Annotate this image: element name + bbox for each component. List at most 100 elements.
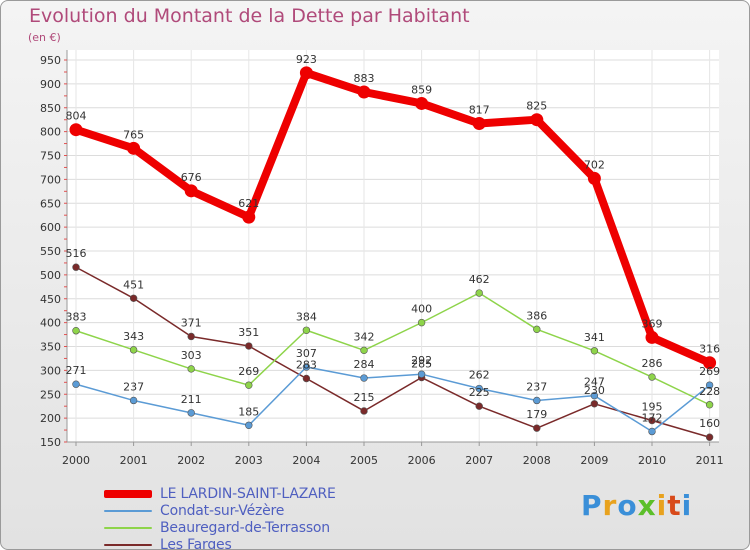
y-tick-label: 700 — [40, 173, 61, 186]
data-label: 303 — [181, 349, 202, 362]
data-point — [299, 66, 313, 80]
data-label: 342 — [354, 330, 375, 343]
data-point — [417, 318, 426, 327]
data-point — [703, 356, 717, 370]
data-point — [475, 384, 483, 393]
y-tick-label: 200 — [40, 412, 61, 425]
legend-item: Condat-sur-Vézère — [104, 502, 336, 519]
legend-label: LE LARDIN-SAINT-LAZARE — [160, 485, 336, 502]
data-label: 765 — [123, 128, 144, 141]
legend-swatch — [104, 526, 152, 529]
data-label: 284 — [354, 358, 375, 371]
data-point — [590, 391, 599, 400]
data-label: 228 — [699, 385, 720, 398]
data-point — [417, 370, 426, 378]
data-point — [415, 96, 429, 110]
data-point — [533, 325, 541, 334]
series-line — [72, 68, 714, 367]
data-label: 225 — [469, 386, 490, 399]
data-label: 285 — [411, 358, 432, 371]
data-point — [475, 402, 483, 410]
data-label: 341 — [584, 331, 605, 344]
x-tick-label: 2003 — [235, 454, 263, 467]
line-chart: 150 200 250 300 350 400 450 500 550 600 650 700 750 8… — [40, 50, 724, 467]
data-label: 383 — [66, 311, 87, 324]
data-point — [302, 374, 311, 383]
data-label: 451 — [123, 278, 144, 291]
data-point — [533, 396, 541, 405]
x-tick-label: 2008 — [523, 454, 551, 467]
data-label: 859 — [411, 83, 432, 96]
logo-letter: P — [581, 489, 603, 522]
data-point — [72, 263, 80, 271]
data-point — [129, 346, 138, 354]
data-label: 237 — [526, 380, 547, 393]
x-tick-label: 2010 — [638, 454, 666, 467]
data-label: 923 — [296, 53, 317, 66]
logo-letter: r — [602, 489, 618, 522]
data-point — [69, 123, 83, 137]
data-point — [187, 365, 195, 373]
legend-item: Beauregard-de-Terrasson — [104, 519, 336, 536]
data-label: 179 — [526, 408, 547, 421]
data-label: 195 — [642, 401, 663, 414]
x-tick-label: 2011 — [696, 454, 724, 467]
data-point — [472, 117, 486, 131]
data-point — [242, 210, 256, 224]
series-line — [75, 292, 711, 406]
data-point — [184, 184, 198, 198]
data-point — [302, 363, 311, 371]
data-point — [648, 427, 656, 436]
data-label: 371 — [181, 316, 202, 329]
data-point — [127, 141, 141, 155]
data-label: 516 — [66, 247, 87, 260]
chart-title: Evolution du Montant de la Dette par Hab… — [29, 5, 470, 27]
legend-swatch — [104, 509, 152, 512]
data-label: 292 — [411, 354, 432, 367]
y-tick-label: 900 — [40, 78, 61, 91]
x-tick-label: 2005 — [350, 454, 378, 467]
series-line — [75, 266, 711, 438]
data-label: 804 — [66, 110, 87, 123]
chart-unit-label: (en €) — [28, 31, 61, 44]
y-tick-label: 500 — [40, 269, 61, 282]
data-point — [72, 327, 80, 335]
y-tick-label: 400 — [40, 317, 61, 330]
chart-legend: LE LARDIN-SAINT-LAZARE Condat-sur-Vézère B… — [104, 485, 336, 549]
data-point — [648, 373, 656, 381]
proxiti-logo: Proxiti — [581, 489, 692, 522]
data-label: 230 — [584, 384, 605, 397]
legend-swatch — [104, 543, 152, 546]
data-point — [360, 374, 368, 382]
y-tick-label: 150 — [40, 436, 61, 449]
data-label: 817 — [469, 104, 490, 117]
data-label: 351 — [238, 326, 259, 339]
data-label: 384 — [296, 310, 317, 323]
data-point — [72, 380, 80, 388]
data-label: 185 — [238, 405, 259, 418]
legend-label: Beauregard-de-Terrasson — [160, 519, 330, 536]
x-tick-label: 2006 — [408, 454, 436, 467]
data-point — [245, 342, 253, 350]
data-point — [645, 330, 659, 344]
data-label: 462 — [469, 273, 490, 286]
logo-letter: i — [656, 489, 668, 522]
data-label: 883 — [354, 72, 375, 85]
x-tick-label: 2004 — [292, 454, 320, 467]
y-tick-label: 650 — [40, 197, 61, 210]
data-point — [530, 113, 544, 127]
x-tick-label: 2002 — [177, 454, 205, 467]
data-label: 215 — [354, 391, 375, 404]
y-tick-label: 850 — [40, 102, 61, 115]
legend-item: LE LARDIN-SAINT-LAZARE — [104, 485, 336, 502]
data-point — [245, 381, 253, 389]
logo-letter: x — [637, 489, 657, 522]
data-label: 386 — [526, 309, 547, 322]
data-label: 160 — [699, 417, 720, 430]
data-point — [187, 409, 195, 417]
data-label: 702 — [584, 158, 605, 171]
legend-item: Les Farges — [104, 536, 336, 549]
data-label: 269 — [699, 365, 720, 378]
data-point — [705, 401, 714, 409]
data-point — [533, 424, 541, 432]
